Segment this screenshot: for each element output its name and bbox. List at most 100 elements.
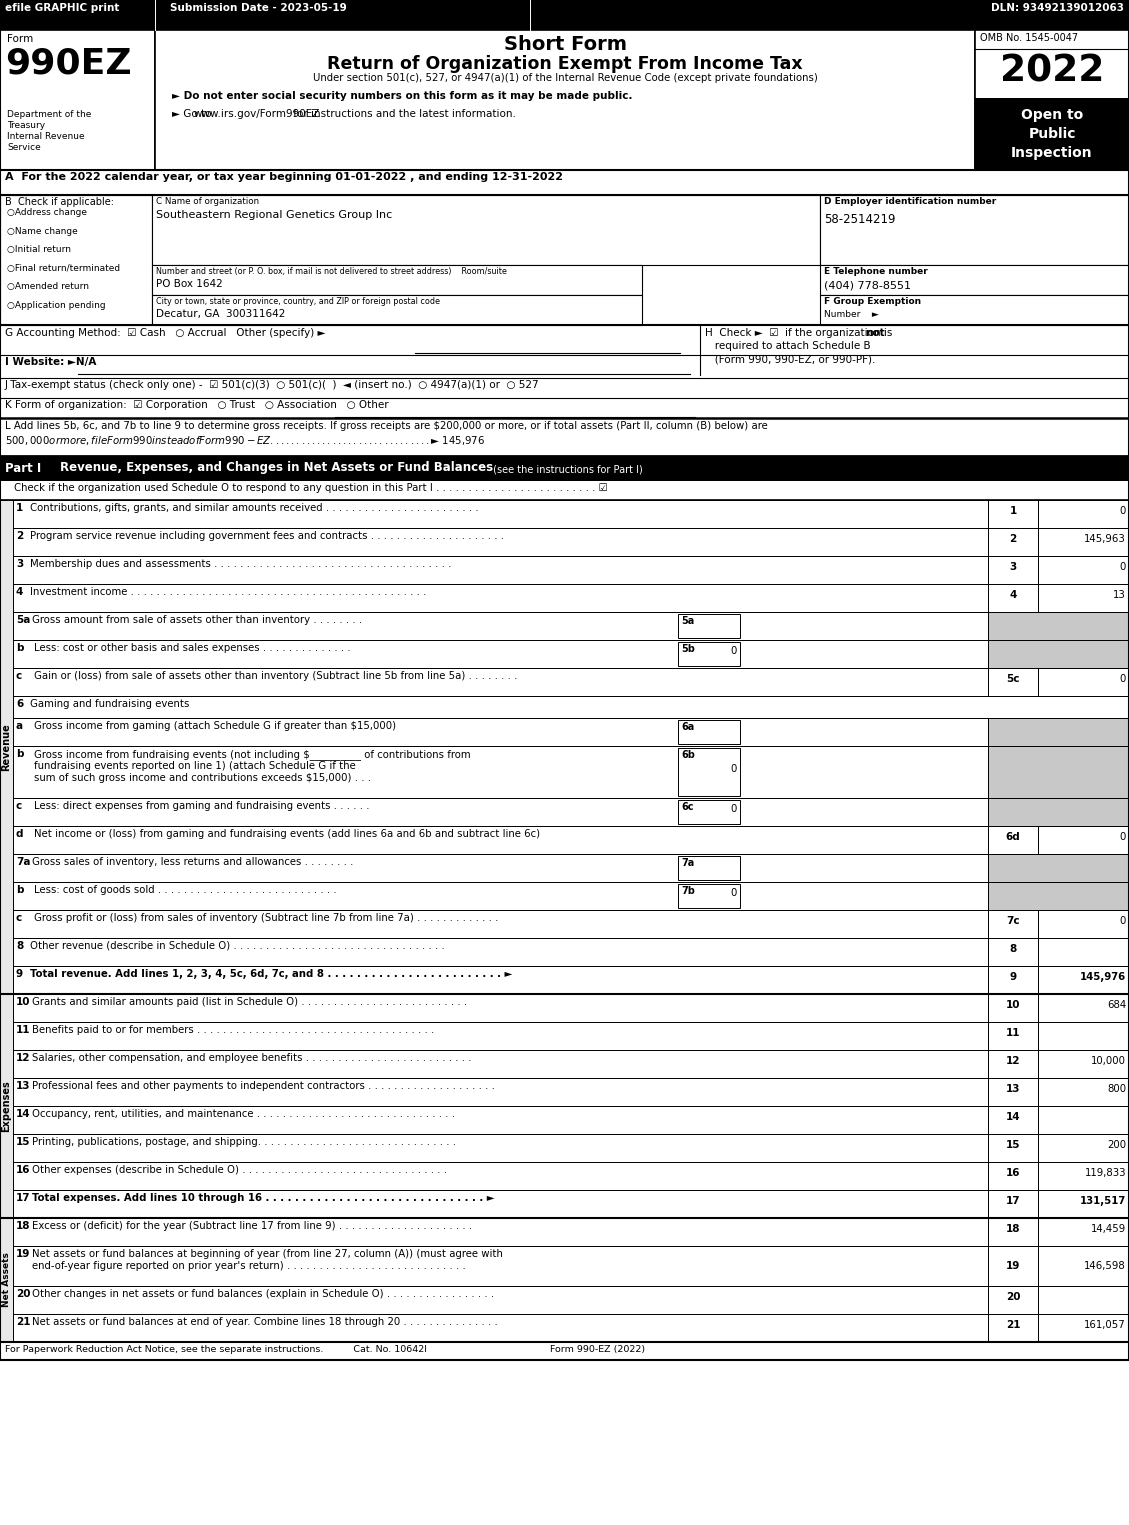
Text: C Name of organization: C Name of organization [156,197,260,206]
Text: Gain or (loss) from sale of assets other than inventory (Subtract line 5b from l: Gain or (loss) from sale of assets other… [34,671,517,682]
Bar [988,668,1038,695]
Text: 684: 684 [1106,1000,1126,1010]
Bar [0,718,988,746]
Bar [988,1246,1038,1286]
Text: J Tax-exempt status (check only one) -  ☑ 501(c)(3)  ○ 501(c)(  )  ◄ (insert no.: J Tax-exempt status (check only one) - ☑… [5,380,540,390]
Bar [988,584,1038,612]
Bar [0,528,988,557]
Text: end-of-year figure reported on prior year's return) . . . . . . . . . . . . . . : end-of-year figure reported on prior yea… [32,1261,466,1270]
Text: DLN: 93492139012063: DLN: 93492139012063 [991,3,1124,14]
Bar [679,884,739,907]
Text: 9: 9 [1009,971,1016,982]
Bar [155,30,975,169]
Text: Net assets or fund balances at end of year. Combine lines 18 through 20 . . . . : Net assets or fund balances at end of ye… [32,1318,498,1327]
Bar [0,1218,14,1342]
Bar [1038,1135,1129,1162]
Bar [152,195,820,265]
Text: Revenue, Expenses, and Changes in Net Assets or Fund Balances: Revenue, Expenses, and Changes in Net As… [60,462,493,474]
Text: 12: 12 [1006,1055,1021,1066]
Text: 145,976: 145,976 [1079,971,1126,982]
Text: Membership dues and assessments . . . . . . . . . . . . . . . . . . . . . . . . : Membership dues and assessments . . . . … [30,560,452,569]
Bar [0,612,988,640]
Text: 131,517: 131,517 [1079,1196,1126,1206]
Text: 58-2514219: 58-2514219 [824,214,895,226]
Text: F Group Exemption: F Group Exemption [824,297,921,307]
Bar [1038,910,1129,938]
Text: 0: 0 [1120,563,1126,572]
Text: 2022: 2022 [1000,53,1104,88]
Text: Return of Organization Exempt From Income Tax: Return of Organization Exempt From Incom… [327,55,803,73]
Text: 4: 4 [16,587,24,596]
Text: 6b: 6b [681,750,694,759]
Text: b: b [16,749,24,759]
Bar [0,1022,988,1051]
Text: 6d: 6d [1006,833,1021,842]
Bar [988,1135,1038,1162]
Bar [0,169,1129,195]
Bar [1038,1190,1129,1218]
Bar [1038,557,1129,584]
Text: A  For the 2022 calendar year, or tax year beginning 01-01-2022 , and ending 12-: A For the 2022 calendar year, or tax yea… [5,172,563,181]
Bar [988,718,1129,746]
Bar [0,1190,988,1218]
Bar [0,965,988,994]
Bar [0,1162,988,1190]
Text: Gross income from fundraising events (not including $__________ of contributions: Gross income from fundraising events (no… [34,749,471,759]
Bar [820,195,1129,265]
Bar [0,695,1129,718]
Bar [1038,668,1129,695]
Bar [0,910,988,938]
Bar [988,1162,1038,1190]
Bar [988,881,1129,910]
Text: Gross amount from sale of assets other than inventory . . . . . . . .: Gross amount from sale of assets other t… [32,615,362,625]
Text: ○Amended return: ○Amended return [7,282,89,291]
Text: 15: 15 [16,1138,30,1147]
Text: 6c: 6c [681,802,693,811]
Bar [820,265,1129,294]
Bar [0,640,988,668]
Text: 145,963: 145,963 [1084,534,1126,544]
Bar [0,500,14,994]
Bar [988,746,1129,798]
Text: 8: 8 [1009,944,1016,955]
Bar [988,1286,1038,1315]
Bar [0,994,14,1218]
Text: 161,057: 161,057 [1084,1321,1126,1330]
Text: Gross profit or (loss) from sales of inventory (Subtract line 7b from line 7a) .: Gross profit or (loss) from sales of inv… [34,913,498,923]
Bar [988,994,1038,1022]
Text: Number    ►: Number ► [824,310,878,319]
Text: 1: 1 [1009,506,1016,515]
Text: H  Check ►  ☑  if the organization is: H Check ► ☑ if the organization is [704,328,895,339]
Bar [0,746,988,798]
Bar [1038,500,1129,528]
Bar [0,0,1129,1360]
Text: Under section 501(c), 527, or 4947(a)(1) of the Internal Revenue Code (except pr: Under section 501(c), 527, or 4947(a)(1)… [313,73,817,82]
Text: Short Form: Short Form [504,35,627,53]
Bar [679,747,739,796]
Text: 8: 8 [16,941,24,952]
Text: Contributions, gifts, grants, and similar amounts received . . . . . . . . . . .: Contributions, gifts, grants, and simila… [30,503,479,512]
Text: For Paperwork Reduction Act Notice, see the separate instructions.          Cat.: For Paperwork Reduction Act Notice, see … [5,1345,645,1354]
Bar [988,1022,1038,1051]
Text: Southeastern Regional Genetics Group Inc: Southeastern Regional Genetics Group Inc [156,210,392,220]
Text: City or town, state or province, country, and ZIP or foreign postal code: City or town, state or province, country… [156,297,440,307]
Bar [988,965,1038,994]
Text: 10: 10 [16,997,30,1006]
Bar [1038,1162,1129,1190]
Bar [0,0,1129,30]
Text: Grants and similar amounts paid (list in Schedule O) . . . . . . . . . . . . . .: Grants and similar amounts paid (list in… [32,997,467,1006]
Bar [988,557,1038,584]
Text: Total revenue. Add lines 1, 2, 3, 4, 5c, 6d, 7c, and 8 . . . . . . . . . . . . .: Total revenue. Add lines 1, 2, 3, 4, 5c,… [30,968,513,979]
Bar [0,854,988,881]
Bar [0,1051,988,1078]
Text: ○Initial return: ○Initial return [7,246,71,255]
Bar [0,1078,988,1106]
Text: 14: 14 [1006,1112,1021,1122]
Text: efile GRAPHIC print: efile GRAPHIC print [5,3,120,14]
Bar [1038,1051,1129,1078]
Text: 21: 21 [1006,1321,1021,1330]
Text: Part I: Part I [5,462,42,474]
Text: Total expenses. Add lines 10 through 16 . . . . . . . . . . . . . . . . . . . . : Total expenses. Add lines 10 through 16 … [32,1193,495,1203]
Text: (Form 990, 990-EZ, or 990-PF).: (Form 990, 990-EZ, or 990-PF). [704,354,875,364]
Bar [988,1078,1038,1106]
